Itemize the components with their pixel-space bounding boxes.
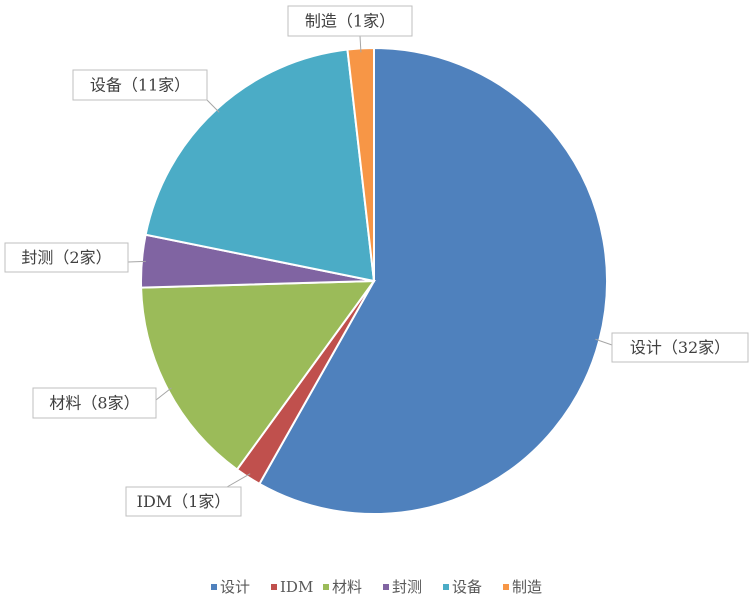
data-label: 材料（8家） [49,394,139,413]
leader-line [127,260,146,263]
legend-marker [443,584,449,590]
legend-marker [211,584,217,590]
legend-marker [503,584,509,590]
data-label: IDM（1家） [137,492,231,511]
data-label: 设计（32家） [630,338,730,357]
legend-marker [323,584,329,590]
label-box [125,486,242,517]
legend-marker [271,584,277,590]
leader-line [226,473,251,488]
label-box [287,5,413,37]
pie-slice [140,279,377,471]
leader-line [359,35,362,53]
data-label: 设备（11家） [90,76,190,95]
legend-label: IDM [280,578,313,596]
label-box [72,69,208,101]
data-label: 封测（2家） [21,248,111,267]
legend-label: 封测 [392,578,422,596]
label-box [611,332,749,363]
legend-marker [383,584,389,590]
data-label: 制造（1家） [305,12,395,31]
label-box [32,387,157,419]
leader-line [206,99,220,113]
legend-label: 材料 [332,578,362,596]
legend-label: 设备 [452,578,482,596]
label-box [4,242,129,273]
leader-line [155,387,172,401]
legend-label: 设计 [220,578,250,596]
leader-line [595,338,613,346]
legend-label: 制造 [512,578,542,596]
